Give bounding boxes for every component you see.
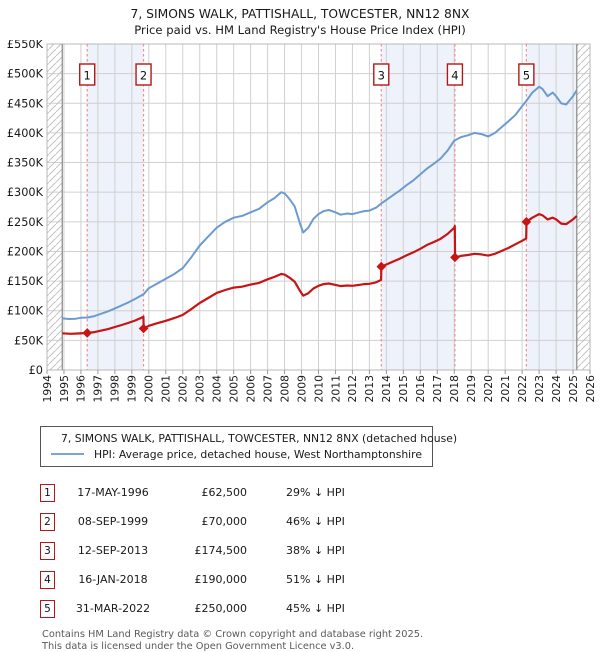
x-axis-label: 2001 [160, 375, 173, 402]
x-axis-label: 2007 [261, 375, 274, 402]
x-axis-label: 2015 [397, 375, 410, 402]
x-axis-label: 2009 [295, 375, 308, 403]
sale-price: £190,000 [169, 573, 247, 586]
x-axis-label: 1998 [109, 375, 122, 403]
x-axis-label: 1994 [41, 375, 54, 403]
x-axis-label: 2020 [482, 375, 495, 403]
no-data-hatch [47, 44, 62, 370]
chart-header: 7, SIMONS WALK, PATTISHALL, TOWCESTER, N… [0, 0, 600, 40]
x-axis-label: 2016 [414, 375, 427, 403]
legend-label-hpi: HPI: Average price, detached house, West… [94, 448, 422, 461]
y-axis-label: £450K [7, 97, 44, 110]
sale-hpi-difference: 29% ↓ HPI [286, 486, 345, 499]
sale-number-badge: 2 [40, 513, 55, 531]
sale-hpi-difference: 45% ↓ HPI [286, 602, 345, 615]
x-axis-label: 2005 [227, 375, 240, 402]
sale-hpi-difference: 46% ↓ HPI [286, 515, 345, 528]
legend-label-property: 7, SIMONS WALK, PATTISHALL, TOWCESTER, N… [61, 432, 457, 445]
y-axis-label: £250K [7, 216, 44, 229]
sale-price: £70,000 [169, 515, 247, 528]
sale-number-badge: 3 [40, 542, 55, 560]
x-axis-label: 2011 [329, 375, 342, 402]
sale-price: £62,500 [169, 486, 247, 499]
x-axis-label: 2022 [516, 375, 529, 402]
x-axis-label: 1996 [75, 375, 88, 403]
page-subtitle: Price paid vs. HM Land Registry's House … [0, 22, 600, 38]
x-axis-label: 2008 [278, 375, 291, 403]
footer-line-2: This data is licensed under the Open Gov… [42, 641, 600, 652]
shaded-band [381, 44, 455, 370]
sale-date: 16-JAN-2018 [57, 573, 169, 586]
legend: 7, SIMONS WALK, PATTISHALL, TOWCESTER, N… [40, 426, 433, 467]
x-axis-label: 2010 [312, 375, 325, 403]
sale-price: £250,000 [169, 602, 247, 615]
blue-line-swatch-icon [51, 453, 84, 455]
x-axis-label: 1999 [126, 375, 139, 403]
x-axis-label: 2024 [550, 375, 563, 403]
sale-date: 08-SEP-1999 [57, 515, 169, 528]
sale-number-badge: 4 [40, 571, 55, 589]
x-axis-label: 1997 [92, 375, 105, 402]
y-axis-label: £100K [7, 305, 44, 318]
x-axis-label: 2019 [465, 375, 478, 403]
y-axis-label: £500K [7, 68, 44, 81]
y-axis-label: £50K [14, 334, 44, 347]
x-axis-label: 2000 [143, 375, 156, 403]
sale-hpi-difference: 38% ↓ HPI [286, 544, 345, 557]
y-axis-label: £350K [7, 157, 44, 170]
sale-number-label: 4 [451, 69, 458, 83]
x-axis-label: 2012 [346, 375, 359, 402]
sale-price: £174,500 [169, 544, 247, 557]
footer: Contains HM Land Registry data © Crown c… [42, 629, 600, 652]
x-axis-label: 2026 [584, 375, 597, 403]
x-axis-label: 2023 [533, 375, 546, 402]
sale-number-badge: 1 [40, 484, 55, 502]
x-axis-label: 2025 [567, 375, 580, 402]
x-axis-label: 2006 [244, 375, 257, 403]
legend-row-hpi: HPI: Average price, detached house, West… [47, 446, 426, 462]
y-axis-label: £400K [7, 127, 44, 140]
y-axis-label: £150K [7, 275, 44, 288]
x-axis-label: 1995 [58, 375, 71, 402]
sale-hpi-difference: 51% ↓ HPI [286, 573, 345, 586]
x-axis-label: 2004 [210, 375, 223, 403]
legend-row-property: 7, SIMONS WALK, PATTISHALL, TOWCESTER, N… [47, 430, 426, 446]
x-axis-label: 2018 [448, 375, 461, 403]
sale-date: 31-MAR-2022 [57, 602, 169, 615]
sale-number-label: 2 [140, 69, 147, 83]
x-axis-label: 2013 [363, 375, 376, 402]
sale-number-label: 1 [84, 69, 91, 83]
x-axis-label: 2014 [380, 375, 393, 403]
sale-number-label: 3 [378, 69, 385, 83]
sale-number-badge: 5 [40, 600, 55, 618]
y-axis-label: £550K [7, 40, 44, 51]
sale-number-label: 5 [523, 69, 530, 83]
x-axis-label: 2017 [431, 375, 444, 402]
y-axis-label: £200K [7, 245, 44, 258]
footer-line-1: Contains HM Land Registry data © Crown c… [42, 629, 600, 641]
page-title: 7, SIMONS WALK, PATTISHALL, TOWCESTER, N… [0, 6, 600, 22]
x-axis-label: 2003 [194, 375, 207, 402]
sale-date: 12-SEP-2013 [57, 544, 169, 557]
y-axis-label: £300K [7, 186, 44, 199]
x-axis-label: 2002 [177, 375, 190, 402]
x-axis-label: 2021 [499, 375, 512, 402]
sale-date: 17-MAY-1996 [57, 486, 169, 499]
no-data-hatch [577, 44, 590, 370]
